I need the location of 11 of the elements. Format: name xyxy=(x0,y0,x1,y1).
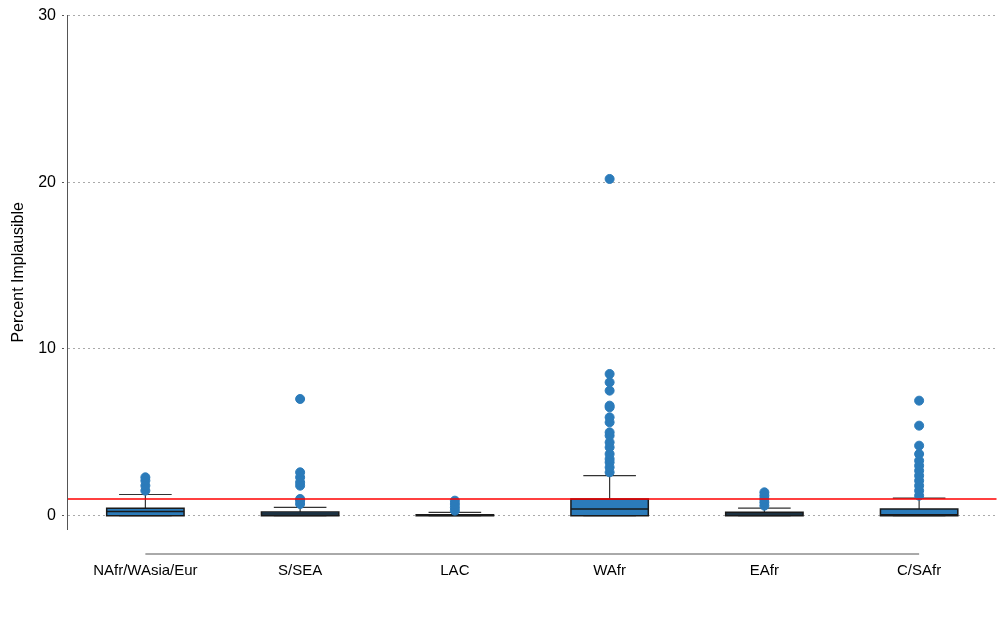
x-tick-label: EAfr xyxy=(749,561,779,579)
x-tick-label: C/SAfr xyxy=(897,561,942,579)
y-tick-label: 20 xyxy=(38,172,57,190)
x-tick-label: WAfr xyxy=(593,561,627,579)
y-axis-title: Percent Implausible xyxy=(9,201,27,343)
y-tick-label: 0 xyxy=(47,506,57,524)
x-tick-label: LAC xyxy=(440,561,470,579)
y-tick-label: 10 xyxy=(38,339,57,357)
x-tick-label: S/SEA xyxy=(278,561,323,579)
y-tick-label: 30 xyxy=(38,6,57,24)
x-tick-label: NAfr/WAsia/Eur xyxy=(93,561,198,579)
